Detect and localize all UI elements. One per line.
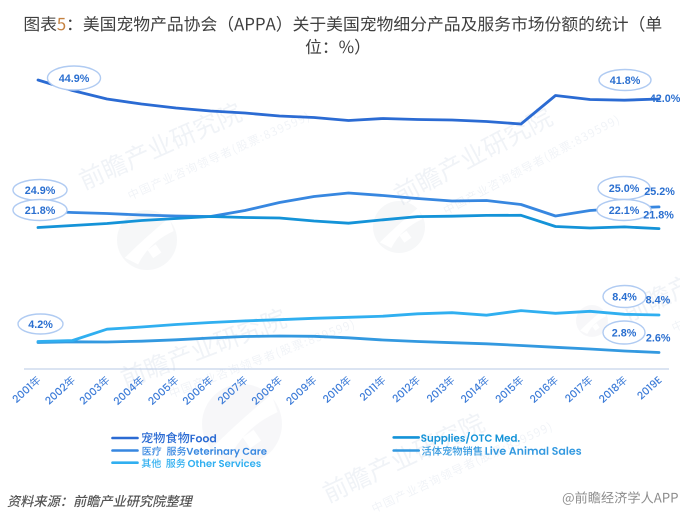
svg-text:41.8%: 41.8%	[610, 75, 641, 87]
svg-text:25.0%: 25.0%	[609, 183, 640, 195]
svg-text:24.9%: 24.9%	[25, 185, 56, 197]
svg-text:4.2%: 4.2%	[28, 319, 53, 331]
svg-text:2.8%: 2.8%	[612, 328, 637, 340]
svg-text:2.6%: 2.6%	[646, 332, 671, 344]
svg-text:8.4%: 8.4%	[646, 295, 671, 307]
svg-text:42.0%: 42.0%	[650, 93, 680, 105]
svg-text:8.4%: 8.4%	[612, 292, 637, 304]
svg-text:21.8%: 21.8%	[25, 205, 56, 217]
svg-text:21.8%: 21.8%	[643, 209, 674, 221]
svg-text:25.2%: 25.2%	[644, 186, 675, 198]
svg-text:44.9%: 44.9%	[59, 73, 90, 85]
svg-text:22.1%: 22.1%	[609, 205, 640, 217]
